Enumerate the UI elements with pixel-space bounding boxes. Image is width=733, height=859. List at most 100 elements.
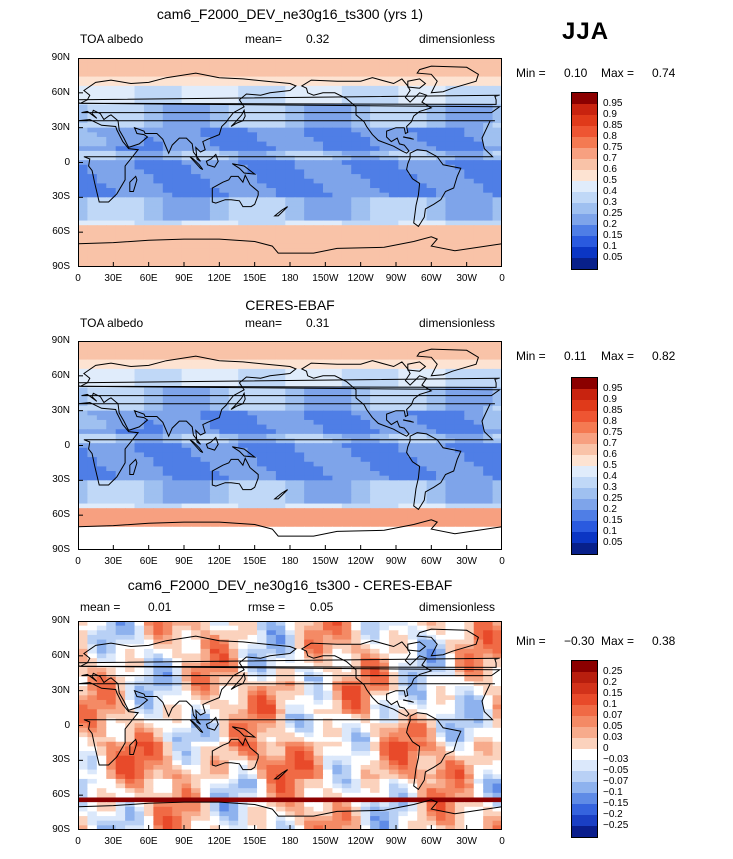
field-cell xyxy=(379,90,390,96)
field-cell xyxy=(275,545,286,550)
field-cell xyxy=(191,471,202,477)
field-cell xyxy=(332,382,343,389)
field-cell xyxy=(181,653,192,659)
field-cell xyxy=(426,368,437,375)
field-cell xyxy=(332,625,343,631)
field-cell xyxy=(134,392,145,398)
field-cell xyxy=(78,634,89,641)
field-cell xyxy=(313,174,324,180)
field-cell xyxy=(143,396,154,402)
field-cell xyxy=(134,359,145,365)
field-cell xyxy=(191,630,202,636)
field-cell xyxy=(360,178,371,184)
lat-label: 60N xyxy=(51,369,70,381)
field-cell xyxy=(407,368,418,375)
field-cell xyxy=(87,253,98,259)
field-cell xyxy=(96,234,107,240)
field-cell xyxy=(115,406,126,412)
field-cell xyxy=(370,262,381,267)
field-cell xyxy=(219,164,230,171)
field-cell xyxy=(492,58,502,64)
field-cell xyxy=(464,531,475,537)
field-cell xyxy=(436,253,447,259)
field-cell xyxy=(247,489,258,495)
field-cell xyxy=(322,382,333,389)
panel-units-label: dimensionless xyxy=(419,32,496,46)
field-cell xyxy=(351,164,362,171)
field-cell xyxy=(143,438,154,444)
field-cell xyxy=(78,109,89,115)
field-cell xyxy=(332,62,343,68)
legend-swatch xyxy=(572,543,597,554)
field-cell xyxy=(388,248,399,254)
field-cell xyxy=(341,169,352,175)
field-cell xyxy=(228,253,239,259)
field-cell xyxy=(304,58,315,64)
field-cell xyxy=(436,164,447,171)
legend-swatch xyxy=(572,225,597,236)
field-cell xyxy=(257,662,268,669)
field-cell xyxy=(153,211,164,217)
field-cell xyxy=(200,150,211,157)
field-cell xyxy=(454,396,465,402)
field-cell xyxy=(304,396,315,402)
field-cell xyxy=(134,484,145,491)
field-cell xyxy=(78,155,89,161)
field-cell xyxy=(134,215,145,222)
field-cell xyxy=(143,443,154,449)
field-cell xyxy=(322,466,333,472)
field-cell xyxy=(313,653,324,659)
field-cell xyxy=(379,364,390,370)
field-cell xyxy=(285,76,296,82)
field-cell xyxy=(492,658,502,664)
field-cell xyxy=(209,457,220,463)
field-cell xyxy=(191,206,202,212)
field-cell xyxy=(247,503,258,509)
field-cell xyxy=(313,188,324,194)
field-cell xyxy=(115,345,126,351)
field-cell xyxy=(257,438,268,444)
field-cell xyxy=(322,123,333,129)
field-cell xyxy=(407,452,418,458)
coastline-australia xyxy=(211,457,259,491)
field-cell xyxy=(483,625,494,631)
field-cell xyxy=(191,123,202,129)
field-cell xyxy=(78,672,89,678)
field-cell xyxy=(125,438,136,444)
lon-label: 120E xyxy=(207,556,232,567)
field-cell xyxy=(238,150,249,157)
field-cell xyxy=(209,160,220,166)
field-cell xyxy=(332,206,343,212)
field-cell xyxy=(115,229,126,236)
field-cell xyxy=(257,368,268,375)
field-cell xyxy=(266,192,277,198)
field-cell xyxy=(483,253,494,259)
field-cell xyxy=(219,653,230,659)
field-cell xyxy=(294,526,305,533)
field-cell xyxy=(209,526,220,533)
field-cell xyxy=(172,498,183,505)
field-cell xyxy=(436,123,447,129)
field-cell xyxy=(473,225,484,231)
field-cell xyxy=(162,178,173,184)
field-cell xyxy=(436,545,447,550)
field-cell xyxy=(172,382,183,389)
field-cell xyxy=(228,536,239,542)
field-cell xyxy=(275,634,286,641)
field-cell xyxy=(153,197,164,203)
field-cell xyxy=(143,471,154,477)
field-cell xyxy=(96,350,107,356)
field-cell xyxy=(181,211,192,217)
field-cell xyxy=(209,127,220,133)
field-cell xyxy=(257,508,268,514)
field-cell xyxy=(492,672,502,678)
field-cell xyxy=(388,201,399,208)
field-cell xyxy=(125,419,136,426)
field-cell xyxy=(473,410,484,416)
field-cell xyxy=(162,457,173,463)
field-cell xyxy=(134,531,145,537)
field-cell xyxy=(78,452,89,458)
field-cell xyxy=(181,415,192,421)
field-cell xyxy=(294,429,305,435)
field-cell xyxy=(87,174,98,180)
